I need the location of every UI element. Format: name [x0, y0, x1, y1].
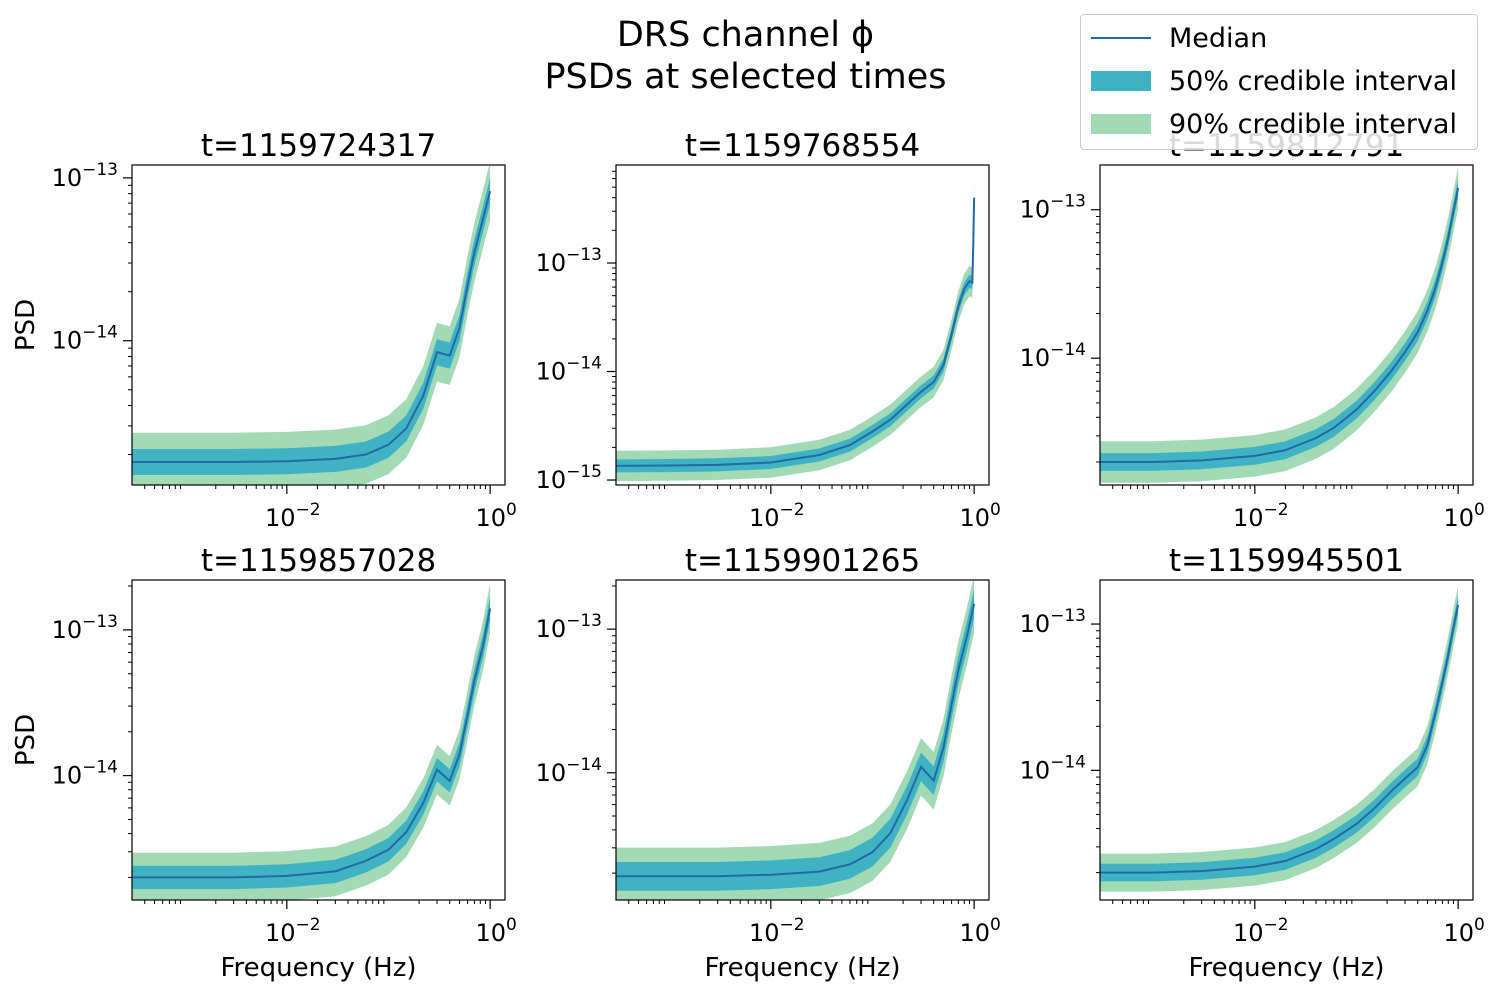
plot-area: [616, 182, 976, 482]
y-tick-label: 10−14: [1020, 752, 1086, 784]
ci50-band: [132, 596, 491, 890]
subplot-2: 10−15 10−14 10−13 10−2 100 t=1159768554: [536, 128, 1001, 532]
plot-area: [132, 583, 492, 900]
x-axis-label: Frequency (Hz): [1188, 953, 1384, 983]
legend-median-swatch: [1091, 37, 1151, 39]
y-tick-label: 10−14: [52, 323, 118, 355]
x-tick-label: 10−2: [749, 500, 805, 532]
ci90-band: [1100, 586, 1459, 892]
x-tick-label: 10−2: [265, 915, 321, 947]
ci90-band: [132, 165, 491, 485]
y-tick-label: 10−13: [52, 160, 118, 192]
x-tick-label: 100: [959, 500, 1000, 532]
median-line: [1100, 187, 1460, 463]
ci90-band: [1100, 167, 1459, 483]
y-tick-label: 10−15: [536, 462, 602, 494]
x-tick-label: 10−2: [749, 915, 805, 947]
plot-area: [1100, 167, 1460, 483]
legend-ci50-swatch: [1091, 71, 1151, 91]
plot-area: [616, 580, 976, 900]
x-tick-label: 100: [1443, 500, 1484, 532]
x-axis-label: Frequency (Hz): [220, 953, 416, 983]
subplot-title: t=1159724317: [201, 128, 436, 164]
subplot-title: t=1159901265: [685, 543, 920, 579]
x-tick-label: 100: [1443, 915, 1484, 947]
y-tick-label: 10−13: [536, 611, 602, 643]
ci90-band: [616, 580, 975, 900]
y-axis-label: PSD: [11, 714, 41, 766]
subplot-title: t=1159945501: [1169, 543, 1404, 579]
median-line: [132, 190, 492, 463]
x-tick-label: 10−2: [1233, 500, 1289, 532]
subplot-title: t=1159768554: [685, 128, 920, 164]
axes-frame: [615, 164, 990, 486]
plot-area: [1100, 586, 1460, 892]
legend-item-median: Median: [1091, 18, 1267, 58]
axes-frame: [1099, 579, 1474, 901]
y-tick-label: 10−14: [52, 758, 118, 790]
subplot-6: 10−14 10−13 10−2 100 t=1159945501 Frequency (…: [1020, 543, 1485, 983]
subplot-1: 10−14 10−13 10−2 100 t=1159724317 PSD: [11, 128, 517, 532]
y-tick-label: 10−13: [536, 245, 602, 277]
legend-item-ci50: 50% credible interval: [1091, 61, 1457, 101]
legend-median-label: Median: [1169, 22, 1268, 54]
y-tick-label: 10−14: [536, 755, 602, 787]
legend-ci90-label: 90% credible interval: [1169, 108, 1457, 140]
figure-title-line2: PSDs at selected times: [544, 57, 947, 97]
legend-ci50-label: 50% credible interval: [1169, 65, 1457, 97]
figure-title-line1: DRS channel ϕ: [616, 15, 875, 55]
x-tick-label: 100: [475, 915, 516, 947]
axes-frame: [615, 579, 990, 901]
figure-title: DRS channel ϕ PSDs at selected times: [0, 14, 1491, 98]
y-tick-label: 10−13: [52, 612, 118, 644]
median-line: [1100, 604, 1460, 874]
x-tick-label: 10−2: [265, 500, 321, 532]
y-tick-label: 10−14: [1020, 340, 1086, 372]
legend-ci90-swatch: [1091, 114, 1151, 134]
median-line: [616, 603, 976, 878]
median-line: [616, 197, 976, 467]
axes-frame: [131, 579, 506, 901]
x-tick-label: 100: [959, 915, 1000, 947]
ci90-band: [616, 182, 975, 482]
ci90-band: [132, 583, 491, 900]
y-axis-label: PSD: [11, 299, 41, 351]
ci50-band: [1100, 179, 1459, 471]
y-tick-label: 10−14: [536, 354, 602, 386]
axes-frame: [131, 164, 506, 486]
x-axis-label: Frequency (Hz): [704, 953, 900, 983]
axes-frame: [1099, 164, 1474, 486]
subplot-4: 10−14 10−13 10−2 100 t=1159857028 PSD Frequenc…: [11, 543, 517, 983]
legend: Median 50% credible interval 90% credibl…: [1080, 14, 1478, 150]
ci50-band: [1100, 596, 1459, 882]
legend-item-ci90: 90% credible interval: [1091, 104, 1457, 144]
x-tick-label: 100: [475, 500, 516, 532]
x-tick-label: 10−2: [1233, 915, 1289, 947]
subplot-5: 10−14 10−13 10−2 100 t=1159901265 Frequency (…: [536, 543, 1001, 983]
subplot-title: t=1159857028: [201, 543, 436, 579]
median-line: [132, 608, 492, 879]
y-tick-label: 10−13: [1020, 606, 1086, 638]
plot-area: [132, 165, 492, 485]
y-tick-label: 10−13: [1020, 192, 1086, 224]
ci50-band: [616, 191, 975, 473]
